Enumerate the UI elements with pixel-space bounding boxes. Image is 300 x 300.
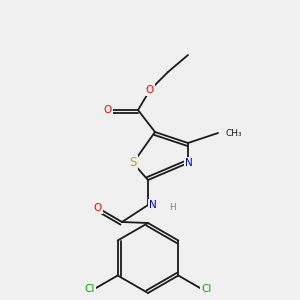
Text: N: N xyxy=(185,158,193,168)
Text: H: H xyxy=(169,202,176,211)
Text: O: O xyxy=(94,203,102,213)
Text: Cl: Cl xyxy=(201,284,212,295)
Text: CH₃: CH₃ xyxy=(226,128,243,137)
Text: O: O xyxy=(104,105,112,115)
Text: O: O xyxy=(146,85,154,95)
Text: Cl: Cl xyxy=(84,284,94,295)
Text: N: N xyxy=(149,200,157,210)
Text: S: S xyxy=(129,157,137,169)
